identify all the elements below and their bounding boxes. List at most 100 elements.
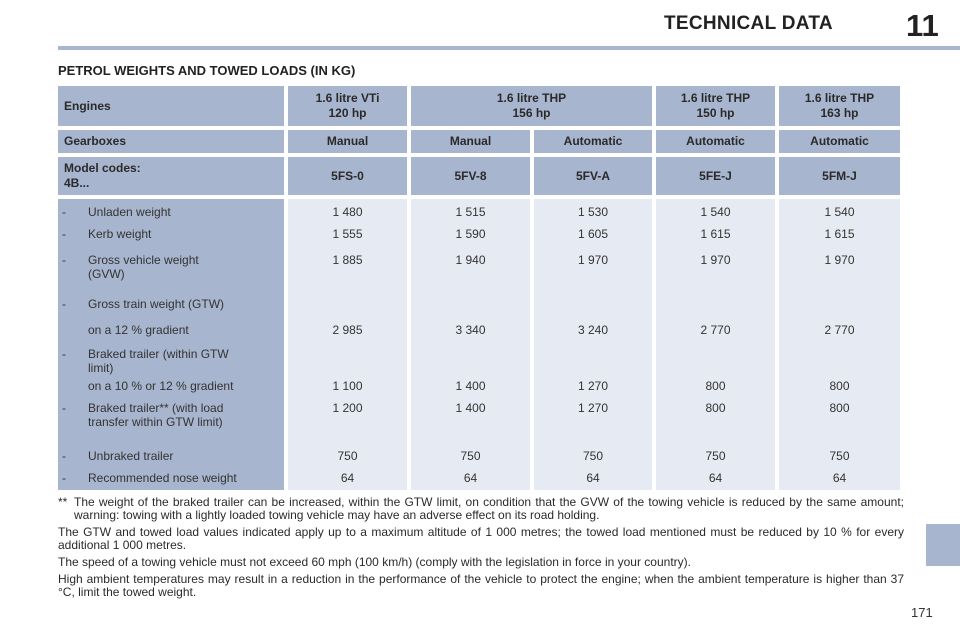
note-temperature: High ambient temperatures may result in … <box>58 572 904 599</box>
table-cell: 64 <box>708 471 723 485</box>
gearbox-header: Manual <box>288 130 407 153</box>
table-cell: 1 400 <box>455 401 486 415</box>
table-cell: 1 885 <box>332 253 363 267</box>
table-cell: 1 530 <box>577 205 609 219</box>
model-codes-row: Model codes: 4B... 5FS-0 5FV-8 5FV-A 5FE… <box>58 157 904 195</box>
table-cell: 64 <box>340 471 355 485</box>
row-label-text: Unbraked trailer <box>88 449 174 463</box>
table-cell: 1 615 <box>700 227 731 241</box>
row-bullet: - <box>62 297 66 311</box>
gearboxes-label: Gearboxes <box>58 130 284 153</box>
table-cell: 750 <box>460 449 481 463</box>
row-label: - Kerb weight <box>58 227 284 241</box>
engines-label: Engines <box>58 86 284 126</box>
row-label: - Gross train weight (GTW) <box>58 297 284 311</box>
row-bullet: - <box>62 205 66 219</box>
table-cell: 3 240 <box>577 323 609 337</box>
engine-header: 1.6 litre THP 163 hp <box>779 86 900 126</box>
table-cell: 1 270 <box>577 379 609 393</box>
model-code: 5FV-8 <box>411 157 530 195</box>
note-speed: The speed of a towing vehicle must not e… <box>58 555 691 569</box>
chapter-number: 11 <box>906 8 939 43</box>
row-label: on a 12 % gradient <box>58 323 284 337</box>
row-label: - Unladen weight <box>58 205 284 219</box>
table-cell: 1 540 <box>700 205 731 219</box>
gearbox-header: Automatic <box>534 130 652 153</box>
table-cell: 1 270 <box>577 401 609 415</box>
footnote: ** The weight of the braked trailer can … <box>58 496 904 522</box>
row-label: on a 10 % or 12 % gradient <box>58 379 284 393</box>
table-cell: 1 970 <box>577 253 609 267</box>
gearbox-header: Manual <box>411 130 530 153</box>
model-code: 5FV-A <box>534 157 652 195</box>
table-cell: 1 200 <box>332 401 363 415</box>
table-cell: 800 <box>705 401 726 415</box>
note-altitude: The GTW and towed load values indicated … <box>58 525 904 552</box>
table-cell: 2 985 <box>332 323 363 337</box>
model-code: 5FE-J <box>656 157 775 195</box>
table-cell: 1 555 <box>332 227 363 241</box>
engine-header: 1.6 litre THP 150 hp <box>656 86 775 126</box>
row-label: - Recommended nose weight <box>58 471 284 485</box>
table-cell: 750 <box>705 449 726 463</box>
table-cell: 800 <box>829 379 850 393</box>
table-cell: 64 <box>832 471 847 485</box>
gearboxes-row: Gearboxes Manual Manual Automatic Automa… <box>58 130 904 153</box>
row-bullet: - <box>62 449 66 463</box>
values-column: 1 480 1 555 1 885 2 985 1 100 1 200 750 64 <box>288 199 407 490</box>
header-divider <box>58 46 960 50</box>
table-cell: 1 970 <box>700 253 731 267</box>
section-title: PETROL WEIGHTS AND TOWED LOADS (IN KG) <box>58 63 356 78</box>
table-cell: 3 340 <box>455 323 486 337</box>
table-cell: 750 <box>337 449 358 463</box>
table-cell: 1 480 <box>332 205 363 219</box>
row-bullet: - <box>62 227 66 241</box>
row-label-text: Recommended nose weight <box>88 471 237 485</box>
table-cell: 64 <box>463 471 478 485</box>
table-body: - Unladen weight - Kerb weight - Gross vehicl… <box>58 199 904 490</box>
table-cell: 750 <box>582 449 604 463</box>
values-column: 1 515 1 590 1 940 3 340 1 400 1 400 750 64 <box>411 199 530 490</box>
row-bullet: - <box>62 253 66 267</box>
gearbox-header: Automatic <box>779 130 900 153</box>
table-cell: 2 770 <box>700 323 731 337</box>
engine-header: 1.6 litre THP 156 hp <box>411 86 652 126</box>
table-cell: 1 970 <box>824 253 855 267</box>
table-cell: 1 615 <box>824 227 855 241</box>
notes: ** The weight of the braked trailer can … <box>58 496 904 599</box>
footnote-text: The weight of the braked trailer can be … <box>74 495 904 522</box>
table-cell: 1 100 <box>332 379 363 393</box>
row-label-text: Unladen weight <box>88 205 171 219</box>
row-labels-column: - Unladen weight - Kerb weight - Gross vehicl… <box>58 199 284 490</box>
row-label-text: Braked trailer** (with load transfer wit… <box>88 401 224 429</box>
table-cell: 1 515 <box>455 205 486 219</box>
row-label-text: on a 12 % gradient <box>88 323 189 337</box>
weights-table: Engines 1.6 litre VTi 120 hp 1.6 litre T… <box>58 86 904 490</box>
chapter-title: TECHNICAL DATA <box>664 13 833 34</box>
table-cell: 800 <box>705 379 726 393</box>
table-cell: 800 <box>829 401 850 415</box>
values-column: 1 530 1 605 1 970 3 240 1 270 1 270 750 64 <box>534 199 652 490</box>
model-code: 5FM-J <box>779 157 900 195</box>
table-cell: 2 770 <box>824 323 855 337</box>
values-column: 1 540 1 615 1 970 2 770 800 800 750 64 <box>656 199 775 490</box>
row-bullet: - <box>62 401 66 415</box>
page-number: 171 <box>911 605 933 620</box>
model-codes-label: Model codes: 4B... <box>58 157 284 195</box>
gearbox-header: Automatic <box>656 130 775 153</box>
values-column: 1 540 1 615 1 970 2 770 800 800 750 64 <box>779 199 900 490</box>
row-label-text: Braked trailer (within GTW limit) <box>88 347 229 375</box>
row-label-text: on a 10 % or 12 % gradient <box>88 379 234 393</box>
table-cell: 1 540 <box>824 205 855 219</box>
table-cell: 1 590 <box>455 227 486 241</box>
row-label-text: Gross train weight (GTW) <box>88 297 225 311</box>
model-code: 5FS-0 <box>288 157 407 195</box>
row-label-text: Gross vehicle weight (GVW) <box>88 253 199 281</box>
row-label: - Unbraked trailer <box>58 449 284 463</box>
row-label: - Braked trailer (within GTW limit) <box>58 347 284 375</box>
engines-row: Engines 1.6 litre VTi 120 hp 1.6 litre T… <box>58 86 904 126</box>
table-cell: 1 605 <box>577 227 609 241</box>
table-cell: 1 400 <box>455 379 486 393</box>
row-bullet: - <box>62 471 66 485</box>
table-cell: 1 940 <box>455 253 486 267</box>
